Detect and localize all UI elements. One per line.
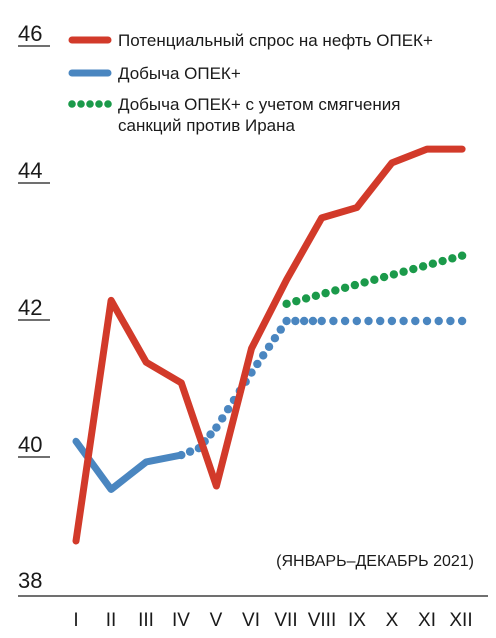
period-annotation: (ЯНВАРЬ–ДЕКАБРЬ 2021) (276, 553, 474, 570)
series-iran-dotted-line-dot (340, 283, 350, 292)
x-tick-label-8: VIII (308, 610, 337, 631)
series-production-dotted-line-dot (422, 316, 432, 326)
series-production-dotted-line-dot (299, 316, 309, 326)
series-production-dotted-line-dot (276, 325, 285, 334)
legend-label-iran: Добыча ОПЕК+ с учетом смягчения санкций … (118, 95, 405, 135)
series-iran-dotted-line-dot (350, 280, 360, 290)
x-tick-label-5: V (210, 610, 223, 631)
series-production-dotted-line-dot (270, 333, 280, 343)
series-iran-dotted-line-dot (370, 275, 379, 284)
series-iran-dotted-line-dot (331, 286, 340, 295)
series-production-dotted-line-dot (308, 316, 318, 326)
x-tick-label-10: X (386, 610, 399, 631)
series-production-dotted-line-dot (212, 423, 221, 432)
legend-swatch-iran (68, 100, 112, 108)
series-production-dotted-line-dot (399, 316, 408, 326)
legend-label-iran-line2: санкций против Ирана (118, 116, 296, 135)
legend-label-production: Добыча ОПЕК+ (118, 64, 241, 83)
series-production-dotted-line-dot (291, 316, 300, 326)
series-iran-dotted-line (282, 251, 467, 309)
series-iran-dotted-line-dot (321, 288, 330, 298)
series-production-dotted-line-dot (457, 316, 467, 326)
series-production-dotted-line-dot (282, 316, 291, 326)
series-production-dotted-line-dot (329, 316, 338, 326)
series-production-dotted-line-dot (223, 405, 233, 414)
series-production-dotted-line-dot (364, 316, 373, 326)
series-iran-dotted-line-dot (379, 272, 389, 282)
legend-label-iran-line1: Добыча ОПЕК+ с учетом смягчения (118, 95, 400, 114)
series-production-dotted-line-dot (177, 450, 186, 460)
series-production-dotted-line-dot (185, 447, 195, 456)
series-iran-dotted-line-dot (292, 296, 301, 306)
series-production-dotted-line-dot (264, 342, 274, 351)
series-production-dotted-line-dot (387, 316, 397, 326)
series-iran-dotted-line-dot (457, 251, 467, 260)
series-layer (72, 145, 467, 545)
x-axis: I II III IV V VI VII VIII IX X XI XII (73, 610, 472, 631)
series-iran-dotted-line-dot (418, 262, 428, 271)
y-tick-label-46: 46 (18, 21, 42, 46)
series-production-dotted-line-dot (259, 351, 268, 360)
series-iran-dotted-line-dot (389, 270, 399, 279)
series-production-dotted-line-dot (340, 316, 350, 326)
series-iran-dotted-line-dot (282, 299, 291, 309)
y-tick-label-38: 38 (18, 568, 42, 593)
x-tick-label-7: VII (274, 610, 297, 631)
series-production-dotted-line-dot (352, 316, 361, 326)
y-tick-label-44: 44 (18, 158, 42, 183)
series-demand-line (72, 145, 466, 545)
x-tick-label-3: III (138, 610, 154, 631)
x-tick-label-1: I (73, 610, 78, 631)
y-tick-label-40: 40 (18, 432, 42, 457)
series-production-dotted-line-dot (218, 414, 227, 423)
x-tick-label-12: XII (449, 610, 472, 631)
series-iran-dotted-line-dot (438, 256, 447, 266)
y-axis: 46 44 42 40 38 (18, 21, 50, 593)
x-tick-label-4: IV (172, 610, 190, 631)
y-tick-label-42: 42 (18, 295, 42, 320)
series-iran-dotted-line-dot (399, 267, 408, 276)
series-production-dotted-line (177, 316, 467, 460)
series-production-dotted-line-dot (206, 430, 215, 439)
series-production-dotted-line-dot (434, 316, 443, 326)
series-production-dotted-line-dot (253, 359, 262, 369)
series-iran-dotted-line-dot (409, 264, 418, 274)
series-iran-dotted-line-dot (311, 291, 321, 300)
series-iran-dotted-line-dot (360, 278, 369, 287)
series-iran-dotted-line-dot (448, 254, 457, 263)
series-production-dotted-line-dot (411, 316, 420, 326)
series-iran-dotted-line-dot (428, 259, 438, 268)
x-tick-label-2: II (106, 610, 117, 631)
series-production-dotted-line-dot (376, 316, 385, 326)
series-iran-dotted-line-dot (301, 294, 311, 303)
x-tick-label-6: VI (242, 610, 260, 631)
legend-label-demand: Потенциальный спрос на нефть ОПЕК+ (118, 31, 433, 50)
series-production-dotted-line-dot (317, 316, 326, 326)
series-production-dotted-line-dot (446, 316, 455, 326)
x-tick-label-9: IX (348, 610, 366, 631)
legend: Потенциальный спрос на нефть ОПЕК+ Добыч… (68, 31, 433, 135)
series-production-solid-line (72, 437, 185, 493)
x-tick-label-11: XI (418, 610, 436, 631)
